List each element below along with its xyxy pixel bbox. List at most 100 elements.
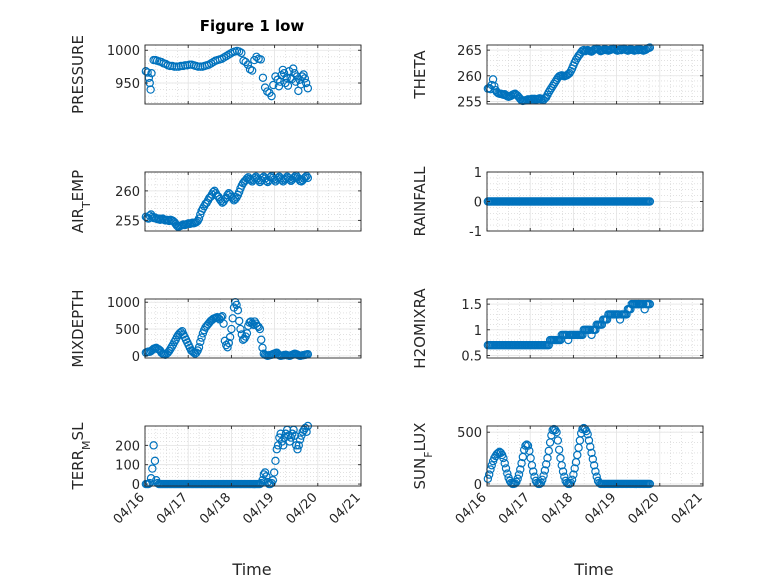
data-point bbox=[250, 317, 259, 326]
data-point bbox=[298, 72, 307, 81]
data-point bbox=[241, 57, 250, 67]
data-point bbox=[557, 461, 566, 470]
data-point bbox=[166, 344, 175, 354]
data-point bbox=[301, 423, 310, 433]
data-point bbox=[593, 44, 603, 54]
data-point bbox=[252, 52, 261, 62]
x-tick-label: 04/16 bbox=[111, 490, 148, 527]
data-point bbox=[569, 470, 578, 479]
data-point bbox=[544, 446, 553, 456]
data-point bbox=[296, 80, 306, 89]
subplot-2: 255 260 265 THETA bbox=[411, 43, 704, 110]
y-tick-label: 255 bbox=[115, 214, 140, 229]
y-axis-label: SUNFLUX bbox=[411, 423, 435, 490]
data-point bbox=[194, 343, 204, 352]
y-axis-label: H2OMIXRA bbox=[411, 288, 429, 369]
data-point bbox=[237, 48, 246, 58]
axes-box bbox=[144, 298, 362, 359]
data-point bbox=[645, 479, 655, 489]
data-point bbox=[639, 299, 648, 309]
data-point bbox=[548, 81, 557, 91]
data-point bbox=[284, 431, 293, 440]
data-point bbox=[146, 85, 155, 94]
y-tick-label: 950 bbox=[115, 77, 140, 92]
data-point bbox=[580, 424, 590, 434]
data-point bbox=[584, 436, 594, 445]
data-point bbox=[245, 65, 255, 74]
y-tick-label: 1 bbox=[474, 166, 482, 181]
subplot-1: 950 1000 PRESSURE bbox=[69, 35, 362, 114]
data-point bbox=[217, 54, 227, 63]
data-point bbox=[301, 78, 311, 88]
data-point bbox=[281, 78, 290, 88]
data-point bbox=[516, 94, 525, 104]
data-markers bbox=[483, 299, 655, 350]
data-point bbox=[302, 427, 311, 437]
data-point bbox=[212, 313, 222, 322]
data-point bbox=[545, 85, 555, 95]
data-point bbox=[535, 479, 544, 489]
data-point bbox=[283, 81, 293, 90]
data-point bbox=[510, 479, 520, 488]
data-point bbox=[288, 64, 298, 73]
data-markers bbox=[483, 423, 655, 489]
data-point bbox=[157, 57, 166, 67]
axes-box bbox=[144, 425, 362, 487]
data-point bbox=[295, 435, 305, 444]
data-point bbox=[274, 82, 284, 91]
data-point bbox=[527, 461, 537, 470]
x-tick-label: 04/18 bbox=[539, 490, 576, 527]
data-point bbox=[516, 465, 525, 474]
data-point bbox=[591, 467, 600, 476]
y-tick-label: 1000 bbox=[107, 296, 140, 311]
data-point bbox=[240, 334, 249, 343]
data-point bbox=[293, 445, 302, 454]
subplot-4: -1 0 1 RAINFALL bbox=[411, 166, 704, 240]
y-axis-label: PRESSURE bbox=[69, 35, 87, 114]
x-tick-label: 04/19 bbox=[582, 490, 619, 527]
subplot-7: 0 100 200 TERRMSL 04/16 04/17 04/18 04/19 04/20 0… bbox=[69, 421, 364, 527]
y-tick-label: 0 bbox=[474, 478, 482, 493]
data-point bbox=[258, 73, 268, 82]
data-point bbox=[586, 442, 595, 451]
data-point bbox=[204, 60, 214, 69]
data-point bbox=[294, 441, 303, 450]
axes-box bbox=[486, 44, 704, 105]
data-point bbox=[547, 83, 556, 93]
data-point bbox=[268, 475, 278, 485]
axes-box bbox=[144, 44, 362, 105]
y-tick-label: -1 bbox=[469, 225, 482, 240]
data-point bbox=[232, 300, 241, 310]
x-axis-label-left: Time bbox=[231, 560, 271, 579]
data-point bbox=[538, 475, 547, 484]
data-markers bbox=[483, 197, 655, 206]
y-tick-label: 1000 bbox=[107, 44, 140, 59]
data-point bbox=[256, 55, 265, 64]
data-point bbox=[588, 454, 598, 464]
data-point bbox=[279, 68, 289, 78]
data-point bbox=[247, 66, 257, 75]
data-point bbox=[243, 60, 253, 69]
axes-box bbox=[144, 171, 362, 232]
data-point bbox=[147, 68, 156, 78]
x-tick-label: 04/21 bbox=[327, 490, 364, 527]
data-point bbox=[167, 342, 176, 351]
subplot-6: 0.5 1 1.5 H2OMIXRA bbox=[411, 288, 704, 369]
y-tick-label: 260 bbox=[457, 70, 482, 85]
y-axis-label: TERRMSL bbox=[69, 422, 93, 491]
data-point bbox=[259, 470, 268, 479]
x-tick-label: 04/20 bbox=[626, 490, 663, 527]
y-tick-label: 500 bbox=[115, 323, 140, 338]
data-point bbox=[149, 441, 158, 450]
data-point bbox=[567, 475, 577, 484]
data-markers bbox=[141, 46, 313, 101]
data-point bbox=[219, 319, 228, 328]
data-point bbox=[484, 470, 494, 479]
data-point bbox=[269, 468, 279, 477]
subplot-5: 0 500 1000 MIXDEPTH bbox=[69, 289, 362, 368]
data-point bbox=[222, 51, 231, 61]
x-tick-label: 04/19 bbox=[240, 490, 277, 527]
data-point bbox=[570, 464, 579, 473]
data-point bbox=[257, 335, 266, 344]
